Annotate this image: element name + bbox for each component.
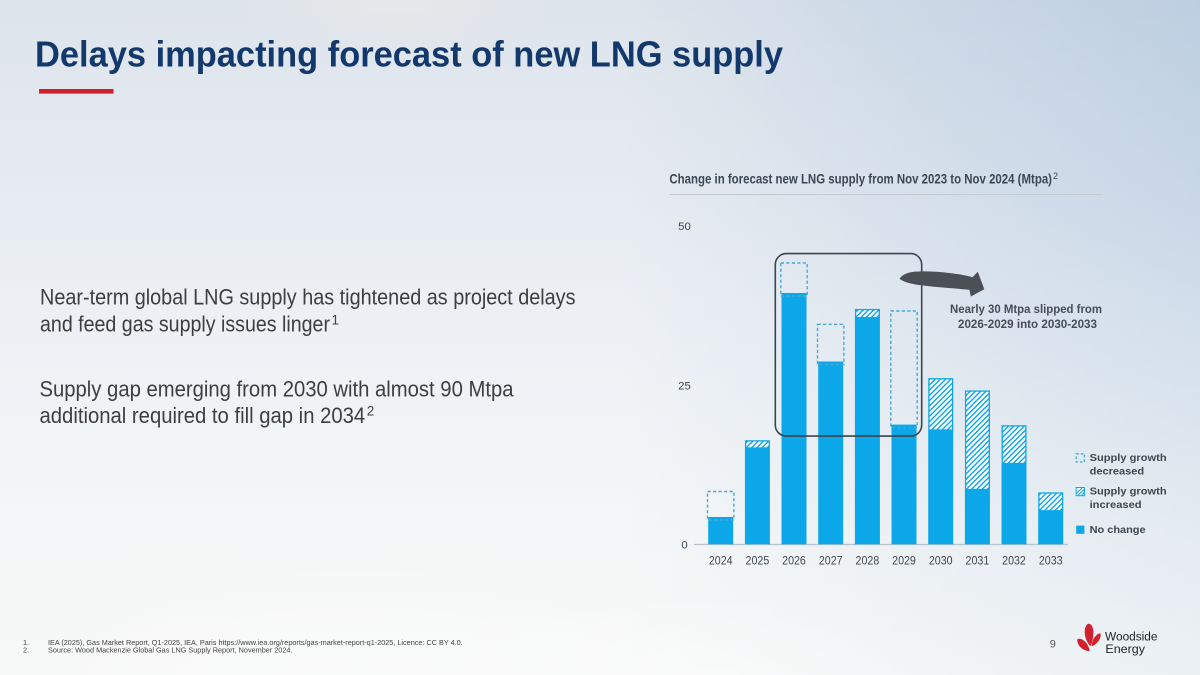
svg-text:decreased: decreased <box>1090 466 1145 477</box>
svg-text:2028: 2028 <box>856 555 880 567</box>
svg-text:Source: Wood Mackenzie Global: Source: Wood Mackenzie Global Gas LNG Su… <box>48 646 293 655</box>
svg-text:No change: No change <box>1090 525 1146 536</box>
svg-text:Woodside: Woodside <box>1105 629 1158 643</box>
svg-text:Supply growth: Supply growth <box>1090 487 1167 498</box>
svg-text:2032: 2032 <box>1002 555 1026 567</box>
svg-text:Energy: Energy <box>1105 642 1145 656</box>
svg-text:9: 9 <box>1050 638 1056 650</box>
svg-text:0: 0 <box>681 540 687 552</box>
svg-text:25: 25 <box>678 380 691 392</box>
svg-text:additional required to fill ga: additional required to fill gap in 2034 <box>40 403 366 428</box>
svg-text:and feed gas supply issues lin: and feed gas supply issues linger <box>40 312 330 337</box>
svg-text:Change in forecast new LNG sup: Change in forecast new LNG supply from N… <box>669 172 1052 188</box>
svg-text:Supply growth: Supply growth <box>1090 453 1167 464</box>
svg-text:1: 1 <box>332 312 340 327</box>
svg-text:1.: 1. <box>23 638 29 647</box>
svg-text:2033: 2033 <box>1039 555 1063 567</box>
svg-text:2: 2 <box>1053 171 1058 181</box>
svg-text:increased: increased <box>1090 500 1142 511</box>
svg-text:2026-2029 into 2030-2033: 2026-2029 into 2030-2033 <box>958 317 1097 331</box>
svg-text:2029: 2029 <box>892 555 916 567</box>
svg-text:2: 2 <box>367 404 375 419</box>
svg-text:2027: 2027 <box>819 555 843 567</box>
svg-text:IEA (2025), Gas Market Report,: IEA (2025), Gas Market Report, Q1-2025, … <box>48 638 463 647</box>
svg-text:2024: 2024 <box>709 555 733 567</box>
svg-text:50: 50 <box>678 221 691 233</box>
svg-text:2.: 2. <box>23 646 29 655</box>
svg-text:2026: 2026 <box>782 555 806 567</box>
svg-text:2031: 2031 <box>966 555 990 567</box>
svg-text:Nearly 30 Mtpa slipped from: Nearly 30 Mtpa slipped from <box>950 302 1102 316</box>
svg-text:Near-term global LNG supply ha: Near-term global LNG supply has tightene… <box>40 285 576 310</box>
svg-text:2030: 2030 <box>929 555 953 567</box>
svg-text:Delays impacting forecast of n: Delays impacting forecast of new LNG sup… <box>35 34 784 75</box>
svg-text:2025: 2025 <box>746 555 770 567</box>
svg-text:Supply gap emerging from 2030: Supply gap emerging from 2030 with almos… <box>40 376 515 401</box>
